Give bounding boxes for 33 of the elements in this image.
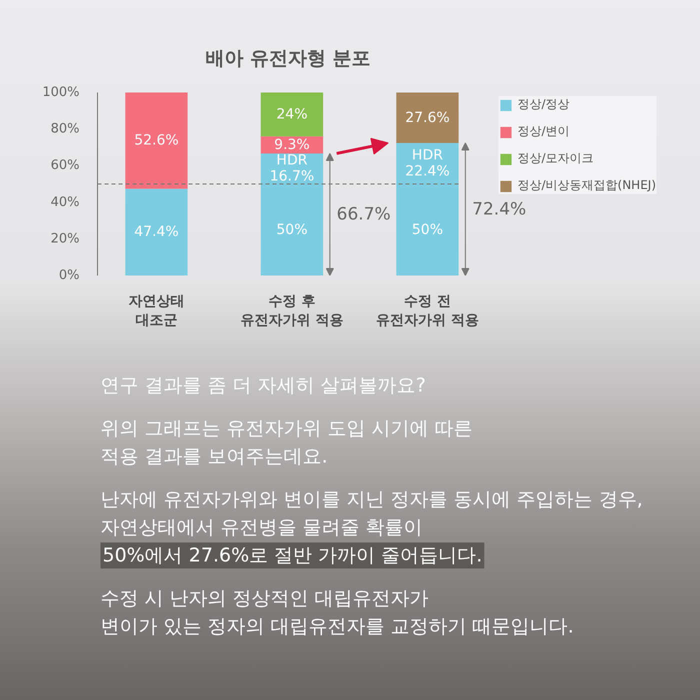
y-tick-label: 20% [50,231,80,246]
legend-label: 정상/비상동재접합(NHEJ) [517,177,656,194]
chart-title: 배아 유전자형 분포 [206,48,371,70]
data-label: 24% [276,106,308,122]
bar [396,92,459,144]
legend-label: 정상/정상 [517,96,570,113]
data-label: 9.3% [274,136,310,153]
bar [260,92,324,136]
y-tick-label: 40% [50,194,80,210]
data-label: 47.4% [134,224,179,240]
annotation: 66.7% [336,204,391,224]
text: 72.4% [472,199,526,220]
data-label: HDR 22.4% [405,148,450,180]
data-label: 50% [276,222,308,238]
y-tick-label: 100% [42,85,80,100]
y-tick-label: 0% [58,268,80,283]
y-tick-label: 80% [50,122,80,137]
data-label: 27.6% [405,110,450,126]
legend-label: 정상/모자이크 [517,150,594,167]
x-tick-label: 수정 전 유전자가위 적용 [376,294,479,329]
data-label: HDR 16.7% [270,152,314,185]
bar [125,188,188,276]
y-tick-label: 60% [50,158,80,174]
text: 연구 결과를 좀 더 자세히 살펴볼까요? [100,374,426,396]
data-label: 52.6% [134,132,179,149]
legend-label: 정상/변이 [517,123,570,140]
x-tick-label: 수정 후 유전자가위 적용 [240,294,344,329]
text: 수정 시 난자의 정상적인 대립유전자가 변이가 있는 정자의 대립유전자를 교정하기 때문입니다. [100,588,574,638]
data-label: 50% [412,222,444,238]
text: 위의 그래프는 유전자가위 도입 시기에 따른 적용 결과를 보여주는데요. [100,418,473,468]
text: 난자에 유전자가위와 변이를 지닌 정자를 동시에 주입하는 경우, 자연상태에서 유전병을 물려줄 확률이 50%에서 27.6%로 절반 가까이 줄어듭니다. [100,488,643,566]
x-tick-label: 자연상태 대조군 [128,294,184,329]
bar [125,92,188,189]
